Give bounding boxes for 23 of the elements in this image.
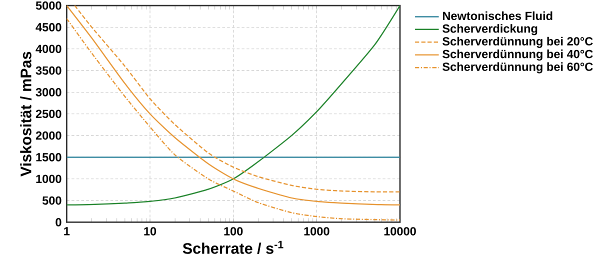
y-tick-label: 4000 [36, 44, 62, 54]
y-tick-label: 500 [42, 196, 62, 205]
x-axis-title: Scherrate / s$^{-1}$ [182, 240, 284, 254]
y-tick-label: 3000 [36, 88, 62, 96]
x-tick-label: 10 [144, 227, 156, 236]
legend-label: Scherverdickung [442, 24, 538, 36]
x-tick-label: 1 [64, 227, 70, 236]
legend-label: Newtonisches Fluid [442, 11, 552, 20]
y-tick-label: 0 [56, 218, 62, 226]
y-tick-label: 2000 [36, 131, 62, 140]
legend-label: Scherverdünnung bei 60°C [442, 62, 593, 74]
y-axis-title: Viskosität / mPas [20, 52, 32, 177]
y-tick-label: 5000 [36, 1, 62, 10]
y-tick-label: 2500 [36, 110, 62, 118]
y-tick-label: 1000 [36, 174, 62, 184]
y-tick-label: 3500 [36, 66, 62, 75]
x-tick-label: 100 [224, 227, 243, 236]
y-tick-label: 1500 [36, 153, 62, 162]
x-tick-label: 10000 [384, 227, 416, 236]
x-tick-label: 1000 [304, 227, 330, 236]
legend-label: Scherverdünnung bei 40°C [442, 50, 593, 61]
legend-label: Scherverdünnung bei 20°C [442, 36, 593, 48]
y-tick-label: 4500 [36, 23, 62, 32]
